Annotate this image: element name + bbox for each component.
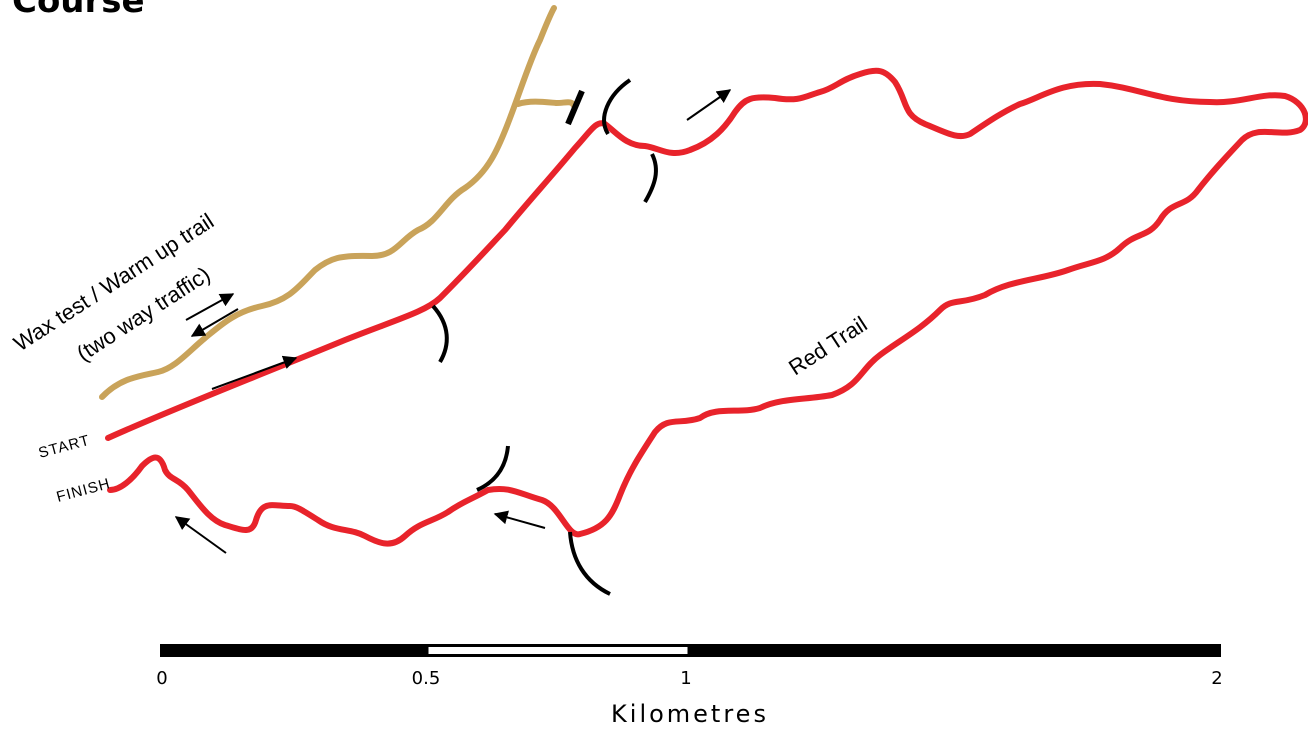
marker-arc-5 [476, 445, 510, 492]
arrow-warmup-up [185, 293, 235, 321]
marker-arc-6 [568, 531, 611, 596]
scale-unit-label: Kilometres [611, 700, 769, 728]
scale-segment-0 [160, 644, 427, 657]
warmup-trail [99, 5, 557, 400]
marker-arc-4 [643, 153, 658, 204]
scale-tick-0: 0 [156, 668, 167, 689]
finish-label: FINISH [55, 475, 113, 506]
scale-tick-1: 1 [680, 668, 691, 689]
marker-bar-2 [565, 89, 585, 126]
scale-tick-2: 2 [1211, 668, 1222, 689]
arrow-north [686, 89, 732, 121]
red-trail [105, 67, 1308, 547]
arrow-south [493, 510, 546, 529]
marker-arc-3 [602, 78, 632, 136]
map-title: Course [12, 0, 145, 21]
arrow-warmup-down [190, 308, 239, 337]
warmup-trail-spur [515, 98, 577, 109]
scale-segment-2 [689, 644, 1221, 657]
scale-bar: 0 0.5 1 2 Kilometres [156, 644, 1223, 728]
scale-tick-0-5: 0.5 [412, 668, 441, 689]
red-trail-label: Red Trail [784, 311, 871, 380]
scale-segment-1 [425, 644, 691, 657]
arrow-start [211, 355, 298, 390]
start-label: START [37, 432, 92, 462]
arrow-finish [174, 516, 227, 554]
marker-arc-1 [431, 304, 449, 364]
